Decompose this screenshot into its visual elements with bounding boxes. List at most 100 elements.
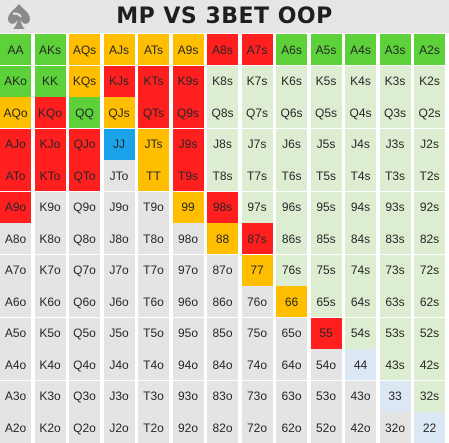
hand-cell: 65o	[276, 317, 307, 349]
hand-cell: 54o	[310, 349, 342, 380]
hand-cell: Q8o	[69, 223, 100, 254]
hand-cell: ATs	[138, 34, 169, 65]
hand-cell: Q5s	[310, 97, 342, 128]
hand-cell: Q7s	[241, 97, 273, 128]
hand-cell: KQo	[34, 97, 66, 128]
hand-cell: 86s	[276, 223, 307, 254]
hand-cell: 93s	[379, 191, 411, 223]
hand-cell: 96s	[276, 191, 307, 223]
hand-cell: A5o	[0, 317, 31, 349]
hand-cell: 99	[172, 191, 204, 223]
hand-cell: T7o	[138, 254, 169, 286]
hand-cell: Q3o	[69, 380, 100, 412]
hand-cell: K9o	[34, 191, 66, 223]
hand-cell: J8o	[103, 223, 135, 254]
hand-cell: K6o	[34, 286, 66, 317]
hand-cell: T6o	[138, 286, 169, 317]
hand-cell: T5o	[138, 317, 169, 349]
hand-cell: 82s	[414, 223, 445, 254]
hand-cell: J4o	[103, 349, 135, 380]
hand-cell: 97o	[172, 254, 204, 286]
hand-cell: K4o	[34, 349, 66, 380]
hand-cell: K7o	[34, 254, 66, 286]
hand-cell: ATo	[0, 160, 31, 191]
hand-cell: 77	[241, 254, 273, 286]
hand-cell: J7o	[103, 254, 135, 286]
hand-cell: 76s	[276, 254, 307, 286]
hand-cell: 75s	[310, 254, 342, 286]
hand-cell: Q6o	[69, 286, 100, 317]
hand-cell: 32s	[414, 380, 445, 412]
hand-cell: 64s	[345, 286, 376, 317]
hand-range-grid: AA AKs AQs AJs ATs A9s A8s A7s A6s A5s A4s A3s A2s AK…	[0, 34, 445, 443]
hand-cell: J8s	[207, 128, 238, 160]
hand-cell: 87o	[207, 254, 238, 286]
hand-cell: T8o	[138, 223, 169, 254]
hand-cell: Q3s	[379, 97, 411, 128]
hand-cell: JJ	[103, 128, 135, 160]
hand-cell: T6s	[276, 160, 307, 191]
hand-cell: J9s	[172, 128, 204, 160]
hand-cell: Q4s	[345, 97, 376, 128]
hand-cell: 83s	[379, 223, 411, 254]
hand-cell: 52o	[310, 412, 342, 443]
hand-cell: K2s	[414, 65, 445, 97]
hand-cell: J6o	[103, 286, 135, 317]
hand-cell: A6o	[0, 286, 31, 317]
hand-cell: 42s	[414, 349, 445, 380]
hand-cell: AA	[0, 34, 31, 65]
hand-cell: K8o	[34, 223, 66, 254]
hand-cell: 73s	[379, 254, 411, 286]
hand-cell: J3s	[379, 128, 411, 160]
hand-cell: 33	[379, 380, 411, 412]
hand-cell: 95s	[310, 191, 342, 223]
hand-cell: T8s	[207, 160, 238, 191]
hand-cell: A3o	[0, 380, 31, 412]
hand-cell: Q5o	[69, 317, 100, 349]
hand-cell: 44	[345, 349, 376, 380]
hand-cell: 82o	[207, 412, 238, 443]
hand-cell: 93o	[172, 380, 204, 412]
hand-cell: J5o	[103, 317, 135, 349]
hand-cell: A6s	[276, 34, 307, 65]
hand-cell: K3o	[34, 380, 66, 412]
hand-cell: Q9s	[172, 97, 204, 128]
hand-cell: 92o	[172, 412, 204, 443]
hand-cell: K8s	[207, 65, 238, 97]
hand-cell: 65s	[310, 286, 342, 317]
hand-cell: T4s	[345, 160, 376, 191]
hand-cell: A9s	[172, 34, 204, 65]
hand-cell: K5s	[310, 65, 342, 97]
hand-cell: 74s	[345, 254, 376, 286]
hand-cell: K9s	[172, 65, 204, 97]
hand-cell: 83o	[207, 380, 238, 412]
hand-cell: J2o	[103, 412, 135, 443]
hand-cell: QQ	[69, 97, 100, 128]
hand-cell: QTo	[69, 160, 100, 191]
hand-cell: 98s	[207, 191, 238, 223]
hand-cell: A4s	[345, 34, 376, 65]
hand-cell: K6s	[276, 65, 307, 97]
hand-cell: JTs	[138, 128, 169, 160]
hand-cell: 63o	[276, 380, 307, 412]
hand-cell: 98o	[172, 223, 204, 254]
hand-cell: 88	[207, 223, 238, 254]
hand-cell: 52s	[414, 317, 445, 349]
hand-cell: 53o	[310, 380, 342, 412]
hand-cell: Q2s	[414, 97, 445, 128]
hand-cell: 94s	[345, 191, 376, 223]
hand-cell: 75o	[241, 317, 273, 349]
hand-cell: J4s	[345, 128, 376, 160]
hand-cell: JTo	[103, 160, 135, 191]
hand-cell: Q2o	[69, 412, 100, 443]
hand-cell: T2s	[414, 160, 445, 191]
chart-header: MP VS 3BET OOP	[0, 0, 449, 33]
hand-cell: 55	[310, 317, 342, 349]
hand-cell: 22	[414, 412, 445, 443]
hand-cell: A5s	[310, 34, 342, 65]
hand-cell: 84s	[345, 223, 376, 254]
hand-cell: AJo	[0, 128, 31, 160]
hand-cell: 84o	[207, 349, 238, 380]
hand-cell: QJs	[103, 97, 135, 128]
hand-cell: 85s	[310, 223, 342, 254]
